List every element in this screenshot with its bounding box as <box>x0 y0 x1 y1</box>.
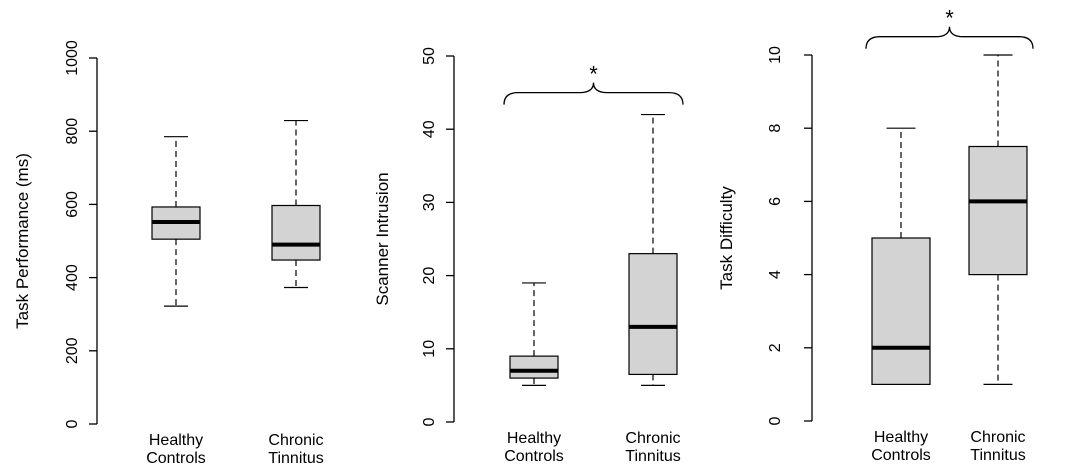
y-tick-label: 4 <box>767 270 784 279</box>
y-tick-label: 200 <box>64 337 81 364</box>
category-label: Healthy Controls <box>504 430 564 465</box>
category-label-line: Tinnitus <box>970 447 1025 464</box>
significance-bracket <box>503 82 684 105</box>
iqr-box <box>871 237 931 385</box>
y-tick-label: 0 <box>64 419 81 428</box>
category-label-line: Chronic <box>268 432 323 449</box>
category-label: Chronic Tinnitus <box>268 432 323 467</box>
y-tick-label: 2 <box>767 343 784 352</box>
y-axis-title: Scanner Intrusion <box>373 172 392 305</box>
iqr-box <box>509 355 559 379</box>
panel-3: 0 2 4 6 8 10 Task Difficulty Healthy Controls Chr… <box>717 6 1034 464</box>
category-label-line: Healthy <box>874 429 928 446</box>
y-tick-label: 6 <box>767 197 784 206</box>
category-label-line: Controls <box>871 447 931 464</box>
y-tick-label: 1000 <box>64 40 81 76</box>
category-label-line: Chronic <box>970 429 1025 446</box>
category-label-line: Tinnitus <box>268 450 323 467</box>
category-label-line: Tinnitus <box>625 448 680 465</box>
y-tick-label: 10 <box>767 46 784 64</box>
y-tick-label: 600 <box>64 191 81 218</box>
significance-bracket <box>865 26 1034 49</box>
y-tick-label: 30 <box>421 193 438 211</box>
box-1 <box>509 282 559 386</box>
category-label-line: Chronic <box>625 430 680 447</box>
iqr-box <box>628 253 678 376</box>
y-tick-label: 8 <box>767 124 784 133</box>
y-tick-label: 0 <box>767 416 784 425</box>
significance-marker: * <box>945 6 954 31</box>
y-tick-label: 0 <box>421 417 438 426</box>
box-2 <box>271 119 321 289</box>
category-label: Chronic Tinnitus <box>970 429 1025 464</box>
category-label-line: Controls <box>146 450 206 467</box>
significance-marker: * <box>589 62 598 87</box>
y-tick-label: 10 <box>421 340 438 358</box>
box-2 <box>968 54 1028 385</box>
panel-2: 0 10 20 30 40 50 Scanner Intrusion Healthy Contr… <box>373 47 684 465</box>
category-label-line: Healthy <box>507 430 561 447</box>
y-tick-label: 400 <box>64 264 81 291</box>
panel-1: 0 200 400 600 800 1000 Task Performance (ms) He… <box>13 40 324 467</box>
y-tick-label: 50 <box>421 47 438 65</box>
category-label: Healthy Controls <box>146 432 206 467</box>
iqr-box <box>271 204 321 261</box>
y-tick-label: 20 <box>421 267 438 285</box>
category-label: Healthy Controls <box>871 429 931 464</box>
y-axis-title: Task Difficulty <box>717 186 736 290</box>
box-1 <box>871 127 931 385</box>
iqr-box <box>968 145 1028 276</box>
category-label-line: Healthy <box>149 432 203 449</box>
y-tick-label: 40 <box>421 120 438 138</box>
box-2 <box>628 113 678 386</box>
category-label: Chronic Tinnitus <box>625 430 680 465</box>
y-axis-title: Task Performance (ms) <box>13 153 32 329</box>
category-label-line: Controls <box>504 448 564 465</box>
box-1 <box>151 136 201 307</box>
y-tick-label: 800 <box>64 118 81 145</box>
